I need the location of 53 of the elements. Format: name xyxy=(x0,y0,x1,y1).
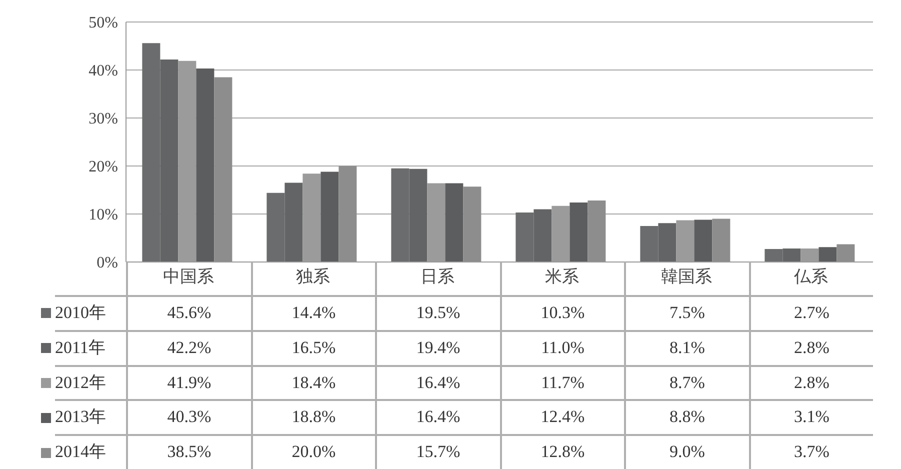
data-label: 45.6% xyxy=(126,297,250,332)
y-tick-label: 50% xyxy=(88,14,118,32)
data-label: 3.7% xyxy=(748,436,873,469)
data-label: 19.4% xyxy=(375,332,500,367)
data-label: 18.4% xyxy=(250,366,375,402)
bar xyxy=(570,202,588,262)
data-label: 7.5% xyxy=(624,297,748,332)
bar xyxy=(694,220,712,262)
y-tick-label: 0% xyxy=(96,254,118,272)
data-label: 10.3% xyxy=(500,297,624,332)
data-label: 11.0% xyxy=(500,332,624,367)
data-label: 14.4% xyxy=(250,297,375,332)
legend-label: 2012年 xyxy=(55,372,107,394)
x-tick-label: 米系 xyxy=(544,267,579,286)
data-label: 15.7% xyxy=(375,436,500,469)
data-label: 41.9% xyxy=(126,366,250,402)
x-tick-label: 中国系 xyxy=(162,267,214,286)
data-label: 19.5% xyxy=(375,297,500,332)
data-label: 16.4% xyxy=(375,366,500,402)
x-tick-label: 独系 xyxy=(296,267,330,286)
y-tick-label: 40% xyxy=(88,62,118,80)
x-tick-label: 韓国系 xyxy=(660,267,712,286)
data-label: 42.2% xyxy=(126,332,250,367)
legend-label: 2010年 xyxy=(55,302,107,324)
data-label: 16.4% xyxy=(375,401,500,436)
x-tick-label: 仏系 xyxy=(792,267,828,286)
data-label: 8.8% xyxy=(624,401,748,436)
y-tick-label: 30% xyxy=(88,110,118,128)
data-label: 9.0% xyxy=(624,436,748,469)
data-label: 12.8% xyxy=(500,436,624,469)
bar xyxy=(320,172,339,262)
data-label: 40.3% xyxy=(126,401,250,436)
bar xyxy=(445,183,464,262)
legend-label: 2014年 xyxy=(55,441,107,464)
data-label: 38.5% xyxy=(126,436,250,469)
data-label: 11.7% xyxy=(500,366,624,402)
data-label: 20.0% xyxy=(250,436,375,469)
legend-label: 2013年 xyxy=(55,406,107,428)
bar xyxy=(196,68,214,262)
y-tick-label: 20% xyxy=(88,158,118,176)
data-label: 2.8% xyxy=(748,366,873,402)
data-label: 2.7% xyxy=(748,297,873,332)
data-label: 18.8% xyxy=(250,401,375,436)
data-label: 3.1% xyxy=(748,401,873,436)
data-label: 8.7% xyxy=(624,366,748,402)
data-label: 2.8% xyxy=(748,332,873,367)
legend-label: 2011年 xyxy=(55,336,106,359)
data-label: 8.1% xyxy=(624,332,748,367)
data-label: 12.4% xyxy=(500,401,624,436)
x-tick-label: 日系 xyxy=(420,267,454,286)
y-tick-label: 10% xyxy=(88,206,118,224)
bar xyxy=(818,247,837,262)
data-label: 16.5% xyxy=(250,332,375,367)
